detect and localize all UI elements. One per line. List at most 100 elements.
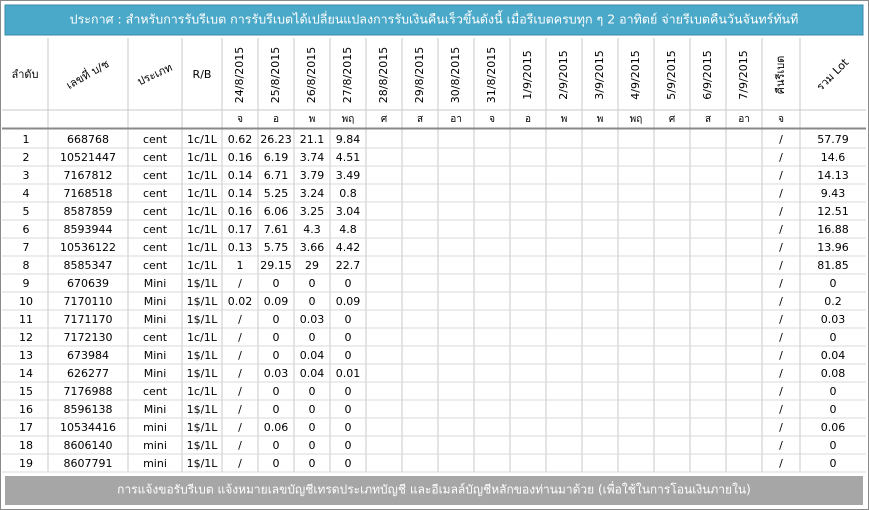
total-cell: 0 (830, 439, 837, 452)
cell: 0 (309, 439, 316, 452)
cell: 0 (273, 277, 280, 290)
cell: cent (143, 259, 168, 272)
total-cell: 81.85 (817, 259, 849, 272)
cell: 6.19 (264, 151, 289, 164)
cell: / (238, 385, 242, 398)
cell: 19 (19, 457, 33, 470)
cell: 1c/1L (187, 151, 218, 164)
cell: 18 (19, 439, 33, 452)
cell: 7.61 (264, 223, 289, 236)
banner (4, 4, 864, 36)
cell: 4.8 (339, 223, 357, 236)
cell: 7167812 (64, 169, 113, 182)
cell: 3.24 (300, 187, 325, 200)
day-label: อ (273, 114, 279, 125)
cell: 3.49 (336, 169, 361, 182)
cell: 0 (309, 277, 316, 290)
day-label: ส (705, 114, 711, 125)
cell: 1c/1L (187, 187, 218, 200)
cell: 7168518 (64, 187, 113, 200)
cell: 4.3 (303, 223, 321, 236)
total-cell: 0 (830, 277, 837, 290)
cell: 1c/1L (187, 205, 218, 218)
cell: 6.71 (264, 169, 289, 182)
cell: 7 (23, 241, 30, 254)
cell: cent (143, 385, 168, 398)
cell: 8607791 (64, 457, 113, 470)
cell: 1$/1L (187, 403, 219, 416)
cell: / (238, 349, 242, 362)
rebate-cell: / (779, 457, 783, 470)
cell: Mini (144, 367, 167, 380)
cell: 8585347 (64, 259, 113, 272)
cell: / (238, 457, 242, 470)
cell: 626277 (67, 367, 109, 380)
cell: 1$/1L (187, 457, 219, 470)
cell: 8596138 (64, 403, 113, 416)
cell: 15 (19, 385, 33, 398)
total-cell: 12.51 (817, 205, 849, 218)
rebate-cell: / (779, 259, 783, 272)
rebate-cell: / (779, 241, 783, 254)
rebate-cell: / (779, 367, 783, 380)
cell: 21.1 (300, 133, 325, 146)
cell: 1c/1L (187, 169, 218, 182)
cell: Mini (144, 349, 167, 362)
cell: 9.84 (336, 133, 361, 146)
cell: mini (143, 439, 167, 452)
cell: 4.51 (336, 151, 361, 164)
cell: 7171170 (64, 313, 113, 326)
date-header: 27/8/2015 (341, 47, 354, 103)
cell: 6 (23, 223, 30, 236)
cell: 1c/1L (187, 385, 218, 398)
cell: 8606140 (64, 439, 113, 452)
cell: 3 (23, 169, 30, 182)
cell: 0.62 (228, 133, 253, 146)
rebate-cell: / (779, 223, 783, 236)
day-label: พ (597, 114, 604, 125)
day-label: พฤ (630, 114, 643, 125)
cell: 1$/1L (187, 367, 219, 380)
total-cell: 0.08 (821, 367, 846, 380)
cell: 0.16 (228, 151, 253, 164)
cell: cent (143, 187, 168, 200)
column-header: ลำดับ (11, 68, 38, 81)
cell: cent (143, 205, 168, 218)
rebate-cell: / (779, 421, 783, 434)
cell: 1c/1L (187, 223, 218, 236)
cell: 8587859 (64, 205, 113, 218)
footer-text: การแจ้งขอรับรีเบต แจ้งหมายเลขบัญชีเทรดปร… (117, 481, 751, 497)
cell: 3.04 (336, 205, 361, 218)
cell: 12 (19, 331, 33, 344)
cell: / (238, 277, 242, 290)
cell: 0.09 (336, 295, 361, 308)
cell: 11 (19, 313, 33, 326)
cell: 0.17 (228, 223, 253, 236)
cell: 0.14 (228, 187, 253, 200)
cell: 0.01 (336, 367, 361, 380)
cell: 5.25 (264, 187, 289, 200)
cell: 0 (273, 385, 280, 398)
cell: 1$/1L (187, 295, 219, 308)
cell: 0 (309, 295, 316, 308)
cell: 0.8 (339, 187, 357, 200)
date-header: 30/8/2015 (449, 47, 462, 103)
cell: cent (143, 169, 168, 182)
cell: 0 (273, 313, 280, 326)
cell: 17 (19, 421, 33, 434)
footer (5, 476, 863, 505)
banner-text: ประกาศ : สำหรับการรับรีเบต การรับรีเบตได… (70, 10, 799, 28)
cell: cent (143, 151, 168, 164)
date-header: 29/8/2015 (413, 47, 426, 103)
date-header: 4/9/2015 (629, 50, 642, 99)
column-header: R/B (193, 68, 212, 81)
rebate-cell: / (779, 133, 783, 146)
cell: 10536122 (60, 241, 116, 254)
date-header: 1/9/2015 (521, 50, 534, 99)
cell: 0 (345, 349, 352, 362)
total-cell: 0 (830, 385, 837, 398)
cell: 0.04 (300, 349, 325, 362)
cell: 1c/1L (187, 331, 218, 344)
